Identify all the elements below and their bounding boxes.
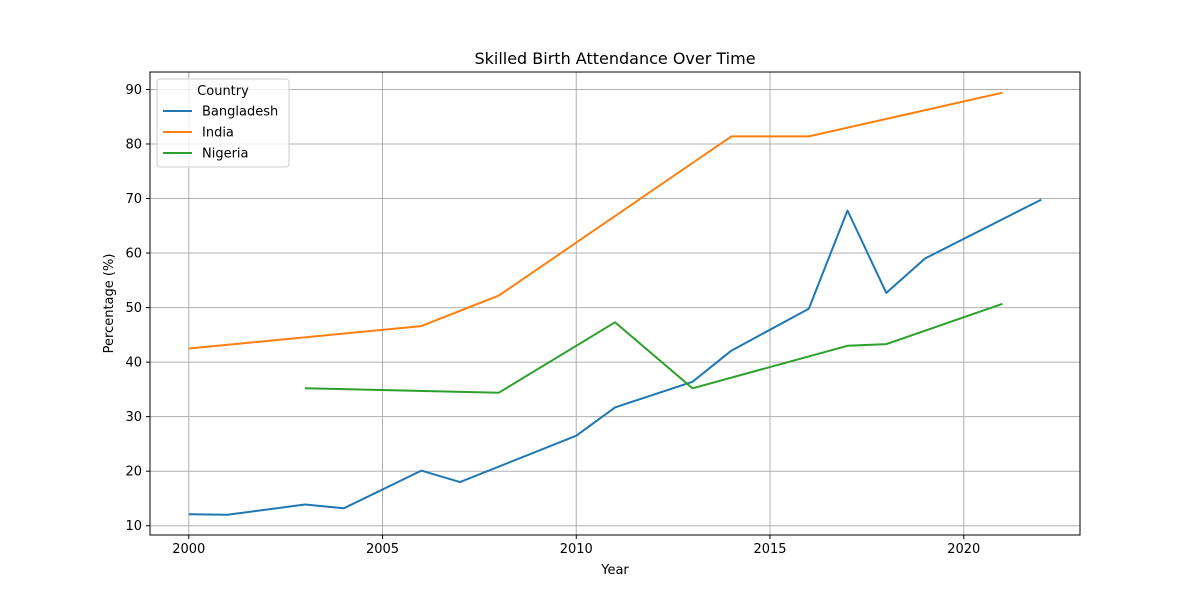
x-tick-label: 2010 [560, 542, 593, 557]
x-tick-label: 2020 [947, 542, 980, 557]
legend-label: India [202, 126, 234, 141]
x-axis-ticks: 2000 2005 2010 2015 2020 [172, 535, 980, 557]
grid [150, 72, 1080, 535]
y-tick-label: 90 [125, 83, 142, 98]
y-axis-ticks: 10 20 30 40 50 60 70 80 90 [125, 83, 150, 534]
plot-frame [149, 71, 1081, 536]
y-axis-label: Percentage (%) [102, 254, 117, 354]
y-tick-label: 30 [125, 410, 142, 425]
y-tick-label: 20 [125, 465, 142, 480]
chart-title: Skilled Birth Attendance Over Time [474, 49, 755, 68]
series-lines [188, 91, 1042, 516]
y-tick-label: 70 [125, 192, 142, 207]
x-tick-label: 2015 [753, 542, 786, 557]
y-tick-label: 80 [125, 137, 142, 152]
series-line-bangladesh [188, 198, 1042, 516]
x-tick-label: 2005 [366, 542, 399, 557]
legend-title: Country [197, 84, 249, 99]
legend-item-nigeria: Nigeria [163, 147, 249, 162]
legend-item-bangladesh: Bangladesh [163, 105, 278, 120]
legend-item-india: India [163, 126, 234, 141]
y-tick-label: 10 [125, 519, 142, 534]
legend-box [156, 78, 290, 168]
legend-items: Bangladesh India Nigeria [163, 105, 278, 162]
y-tick-label: 50 [125, 301, 142, 316]
y-tick-label: 60 [125, 247, 142, 262]
series-line-nigeria [304, 302, 1003, 394]
x-tick-label: 2000 [172, 542, 205, 557]
legend: Country Bangladesh India Nigeria [156, 78, 290, 168]
y-tick-label: 40 [125, 356, 142, 371]
legend-label: Nigeria [202, 147, 249, 162]
x-axis-label: Year [600, 563, 629, 578]
series-line-india [188, 91, 1003, 350]
legend-label: Bangladesh [202, 105, 278, 120]
